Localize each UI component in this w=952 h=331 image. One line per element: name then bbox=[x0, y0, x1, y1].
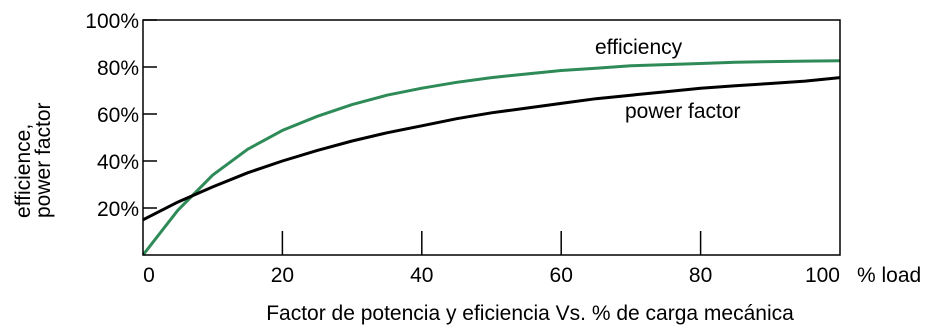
plot-frame bbox=[142, 19, 841, 256]
x-axis-label: % load bbox=[857, 264, 921, 287]
y-tick-label: 100% bbox=[85, 10, 139, 33]
y-tick-label: 40% bbox=[97, 151, 139, 174]
chart-caption: Factor de potencia y eficiencia Vs. % de… bbox=[266, 302, 794, 325]
plot-series bbox=[141, 59, 841, 256]
x-tick-label: 0 bbox=[143, 264, 155, 287]
x-tick-label: 60 bbox=[550, 264, 573, 287]
y-axis-label: efficience, power factor bbox=[12, 102, 55, 218]
y-tick-label: 20% bbox=[97, 198, 139, 221]
x-axis-ticks: 0 20 40 60 80 100 bbox=[143, 231, 840, 287]
y-axis-ticks: 20% 40% 60% 80% 100% bbox=[85, 10, 157, 221]
y-axis-label-line1: efficience, bbox=[12, 124, 35, 218]
x-tick-label: 100 bbox=[805, 264, 840, 287]
y-tick-label: 60% bbox=[97, 104, 139, 127]
x-tick-label: 20 bbox=[271, 264, 294, 287]
x-tick-label: 80 bbox=[689, 264, 712, 287]
series-label-efficiency: efficiency bbox=[595, 36, 683, 59]
series-label-power-factor: power factor bbox=[625, 100, 741, 123]
y-tick-label: 80% bbox=[97, 57, 139, 80]
x-tick-label: 40 bbox=[410, 264, 433, 287]
series-line-efficiency bbox=[141, 59, 841, 256]
y-axis-label-line2: power factor bbox=[32, 102, 55, 218]
series-line-power-factor bbox=[142, 76, 841, 222]
